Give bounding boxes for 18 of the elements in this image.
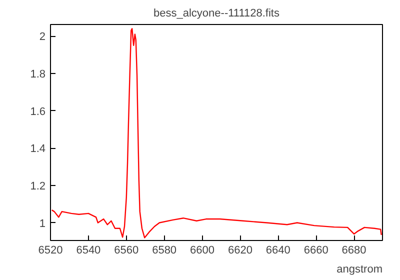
y-tick-label: 1.2: [30, 180, 46, 192]
x-tick-label: 6540: [76, 244, 101, 256]
y-tick-label: 1.8: [30, 68, 46, 80]
y-tick-label: 1.4: [30, 143, 46, 156]
x-tick-label: 6620: [228, 244, 252, 256]
x-tick-label: 6600: [190, 244, 215, 256]
y-tick-label: 1.6: [30, 106, 46, 118]
x-tick-label: 6680: [342, 244, 366, 256]
y-tick-label: 2: [39, 31, 46, 44]
x-tick-label: 6660: [304, 244, 328, 256]
x-tick-label: 6520: [38, 244, 63, 256]
x-tick-label: 6640: [266, 244, 290, 256]
x-tick-label: 6560: [114, 244, 139, 256]
x-tick-label: 6580: [152, 244, 177, 256]
y-tick-label: 1: [39, 218, 46, 230]
chart-title: bess_alcyone--111128.fits: [154, 8, 280, 20]
line-series: [51, 28, 382, 238]
x-axis-title: angstrom: [336, 264, 383, 276]
